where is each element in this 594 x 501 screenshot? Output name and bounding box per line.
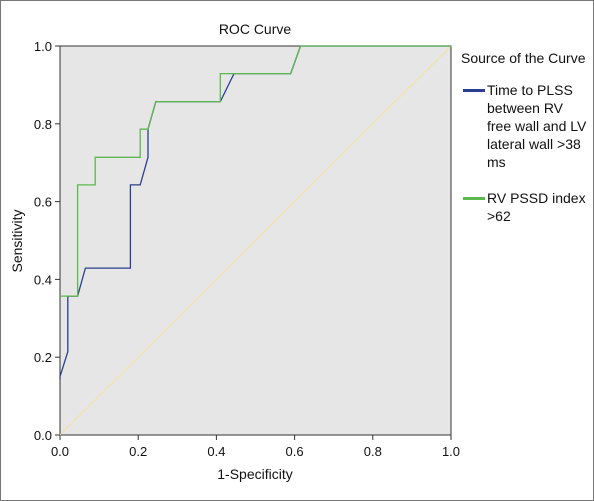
x-tick-label: 0.8 <box>364 444 382 459</box>
y-tick-label: 0.0 <box>34 428 52 443</box>
x-axis-label: 1-Specificity <box>217 466 292 482</box>
x-tick-label: 0.0 <box>51 444 69 459</box>
legend-item-time-to-plss: Time to PLSS between RV free wall and LV… <box>461 81 589 171</box>
legend-item-rv-pssd: RV PSSD index >62 <box>461 189 589 225</box>
y-axis-label: Sensitivity <box>9 209 25 272</box>
legend-title: Source of the Curve <box>461 50 586 66</box>
x-tick-label: 1.0 <box>442 444 460 459</box>
y-tick-label: 0.6 <box>34 195 52 210</box>
x-tick-label: 0.4 <box>207 444 225 459</box>
chart-title: ROC Curve <box>219 21 292 37</box>
legend-swatch-rv-pssd <box>463 197 485 200</box>
y-tick-label: 0.4 <box>34 272 52 287</box>
legend-label-time-to-plss: Time to PLSS between RV free wall and LV… <box>487 82 587 170</box>
legend-swatch-time-to-plss <box>463 89 485 92</box>
legend-label-rv-pssd: RV PSSD index >62 <box>487 190 586 224</box>
legend: Source of the Curve Time to PLSS between… <box>461 49 589 243</box>
y-tick-label: 1.0 <box>34 39 52 54</box>
y-tick-label: 0.2 <box>34 350 52 365</box>
series-line-rv-pssd <box>60 45 451 297</box>
x-tick-label: 0.2 <box>129 444 147 459</box>
x-tick-label: 0.6 <box>286 444 304 459</box>
reference-diagonal-line <box>59 45 452 436</box>
y-tick-label: 0.8 <box>34 117 52 132</box>
